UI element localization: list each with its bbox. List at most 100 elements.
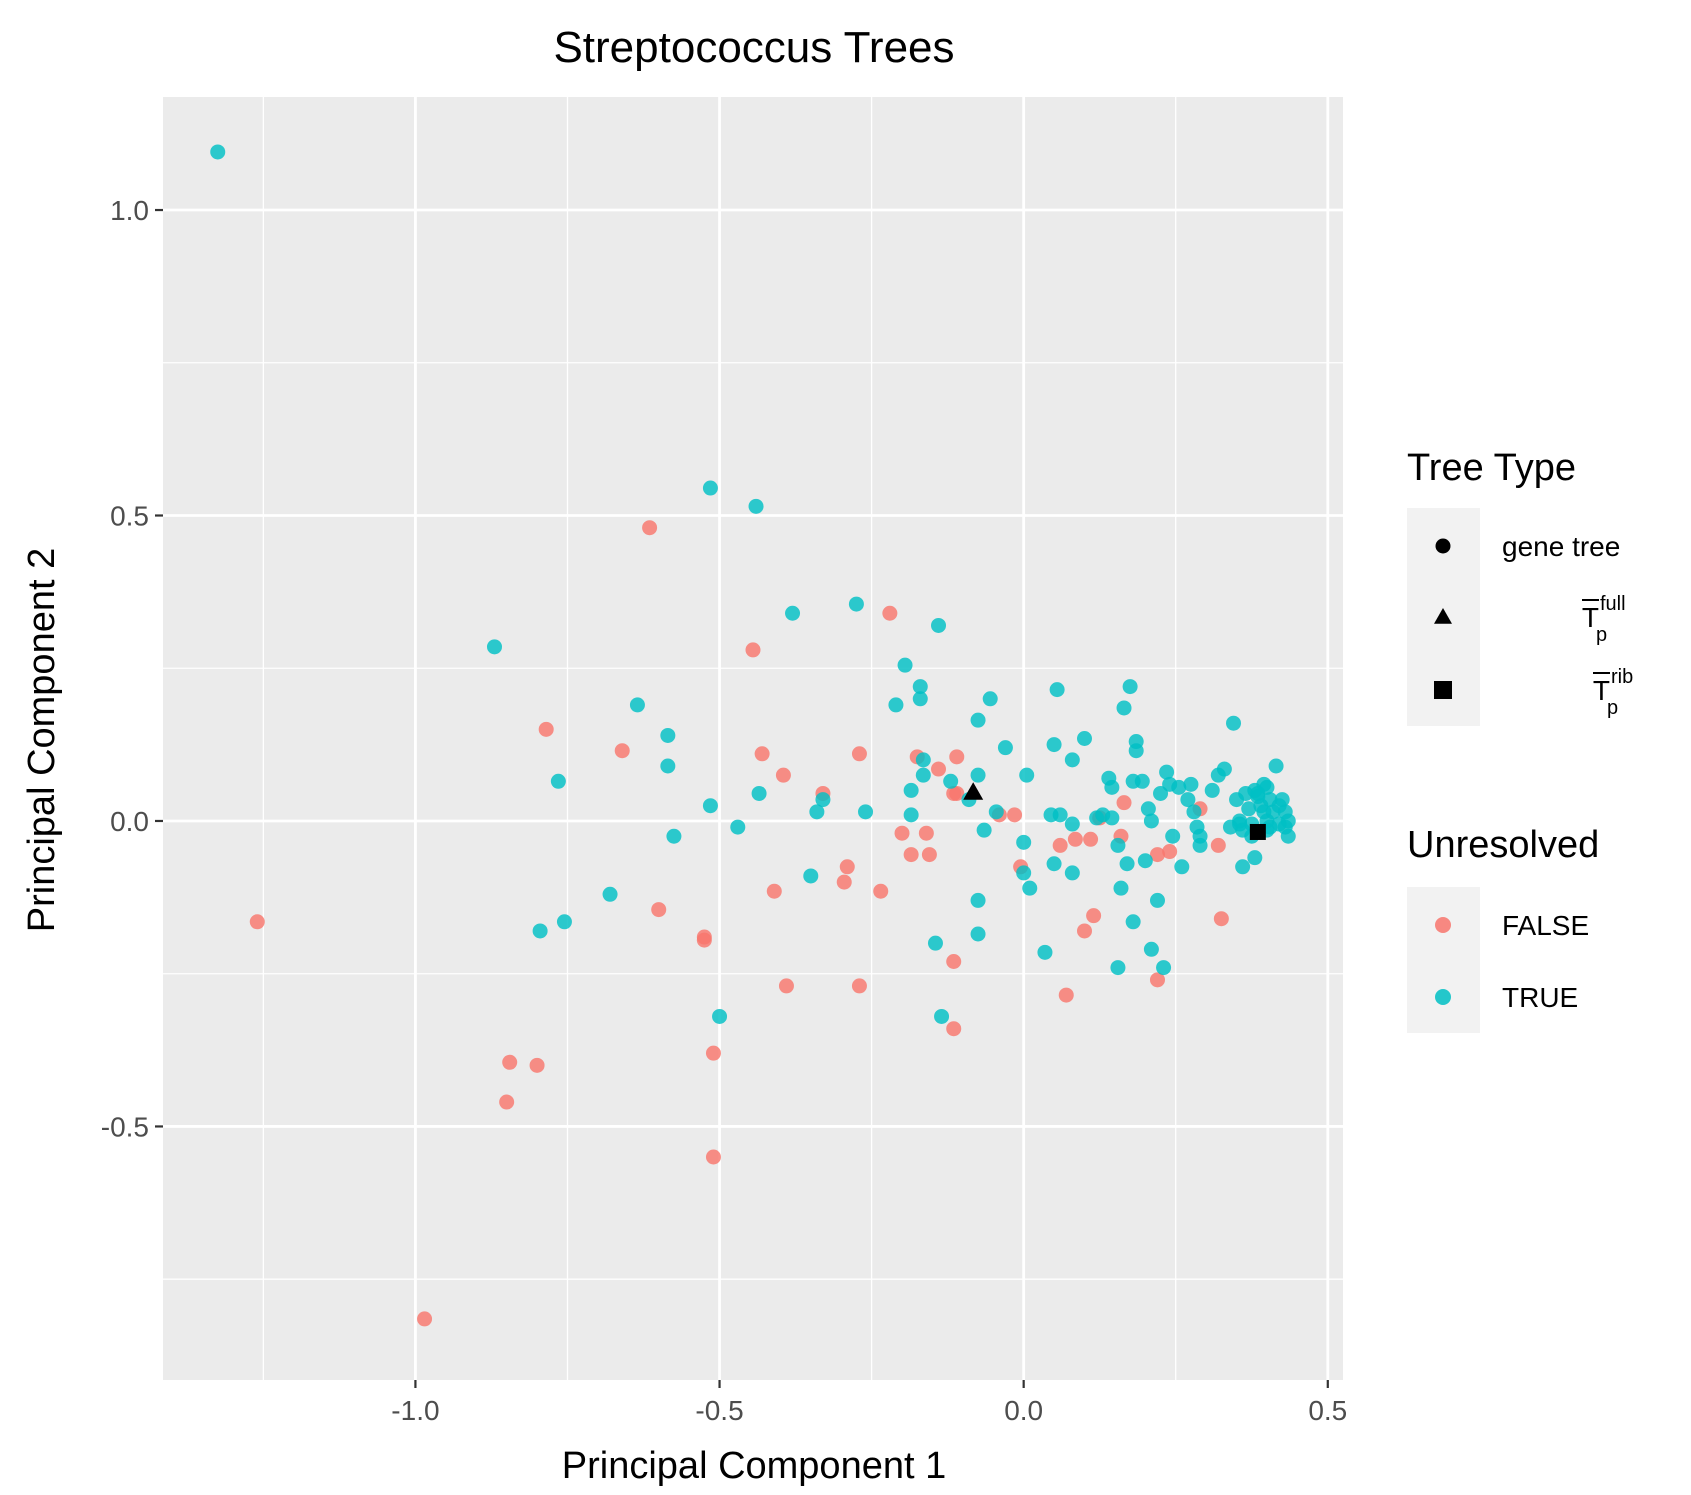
legend-key-true <box>1435 989 1451 1005</box>
data-point <box>1134 773 1150 789</box>
data-point <box>1083 831 1099 847</box>
data-point <box>943 773 959 789</box>
data-point <box>1104 810 1120 826</box>
data-point <box>1192 837 1208 853</box>
data-point <box>931 761 947 777</box>
x-axis-label: Principal Component 1 <box>562 1445 946 1487</box>
data-point <box>1122 679 1138 695</box>
data-point <box>249 914 265 930</box>
legend-label-gene-tree: gene tree <box>1502 531 1620 562</box>
legend-key-square <box>1434 681 1452 699</box>
data-point <box>775 767 791 783</box>
legend-key-circle <box>1435 538 1451 554</box>
data-point <box>1046 737 1062 753</box>
data-point <box>1226 715 1242 731</box>
data-point <box>614 743 630 759</box>
data-point <box>529 1057 545 1073</box>
data-point <box>851 746 867 762</box>
data-point <box>1110 837 1126 853</box>
data-point <box>705 1045 721 1061</box>
data-point <box>1113 880 1129 896</box>
data-point <box>915 767 931 783</box>
data-point <box>754 746 770 762</box>
legend-key-background <box>1407 887 1480 1033</box>
data-point <box>903 807 919 823</box>
data-point <box>836 874 852 890</box>
data-point <box>949 785 965 801</box>
data-point <box>642 520 658 536</box>
data-point <box>660 727 676 743</box>
legend-label-false: FALSE <box>1502 910 1589 941</box>
data-point <box>1116 795 1132 811</box>
data-point <box>1268 758 1284 774</box>
data-point <box>1104 779 1120 795</box>
data-point <box>949 749 965 765</box>
series-t-rib <box>1249 823 1266 840</box>
series-t-full <box>963 782 984 800</box>
legend-key-triangle <box>1434 608 1452 624</box>
data-point <box>1149 892 1165 908</box>
y-tick-label: 1.0 <box>110 195 149 226</box>
data-point <box>1153 785 1169 801</box>
data-point <box>888 697 904 713</box>
data-point <box>1076 923 1092 939</box>
data-point <box>1064 865 1080 881</box>
data-point <box>976 822 992 838</box>
data-point <box>1137 853 1153 869</box>
y-tick-label: 0.0 <box>110 806 149 837</box>
data-point <box>550 773 566 789</box>
data-point <box>997 740 1013 756</box>
data-point <box>851 978 867 994</box>
data-point <box>1159 764 1175 780</box>
x-tick-label: 0.5 <box>1308 1395 1347 1426</box>
series-false <box>249 520 1229 1327</box>
data-point <box>970 767 986 783</box>
data-point <box>785 605 801 621</box>
legend-label-subscript: p <box>1596 624 1607 646</box>
data-point <box>1140 801 1156 817</box>
y-axis-label: Principal Component 2 <box>21 548 63 932</box>
data-point <box>858 804 874 820</box>
data-point <box>1049 682 1065 698</box>
data-point <box>1280 828 1296 844</box>
data-point <box>1174 859 1190 875</box>
data-point <box>1052 837 1068 853</box>
data-point <box>1022 880 1038 896</box>
data-point <box>946 953 962 969</box>
data-point <box>1216 761 1232 777</box>
data-point <box>602 886 618 902</box>
data-point <box>745 642 761 658</box>
data-point <box>778 978 794 994</box>
legend-label-subscript: p <box>1607 697 1618 719</box>
data-point <box>730 819 746 835</box>
data-point <box>1180 792 1196 808</box>
data-point <box>1156 960 1172 976</box>
data-point <box>556 914 572 930</box>
legend-label-superscript: rib <box>1611 666 1633 688</box>
data-point <box>1086 908 1102 924</box>
axes: -1.0 -0.5 0.0 0.5 -0.5 0.0 0.5 1.0 <box>101 195 1348 1426</box>
plot-panel <box>163 97 1343 1380</box>
data-point <box>1076 731 1092 746</box>
data-point <box>1249 823 1266 840</box>
data-point <box>1235 859 1251 875</box>
y-tick-label: -0.5 <box>101 1111 149 1142</box>
data-point <box>1274 792 1290 808</box>
data-point <box>712 1008 728 1024</box>
data-point <box>1016 834 1032 850</box>
data-point <box>766 883 782 899</box>
data-point <box>1165 828 1181 844</box>
data-point <box>1125 914 1141 930</box>
data-point <box>1110 960 1126 976</box>
data-point <box>1171 779 1187 795</box>
data-point <box>912 679 928 695</box>
data-point <box>918 825 934 841</box>
data-point <box>1149 972 1165 988</box>
data-point <box>873 883 889 899</box>
data-point <box>1210 837 1226 853</box>
data-point <box>1007 807 1023 823</box>
data-point <box>210 144 226 160</box>
data-point <box>848 596 864 612</box>
